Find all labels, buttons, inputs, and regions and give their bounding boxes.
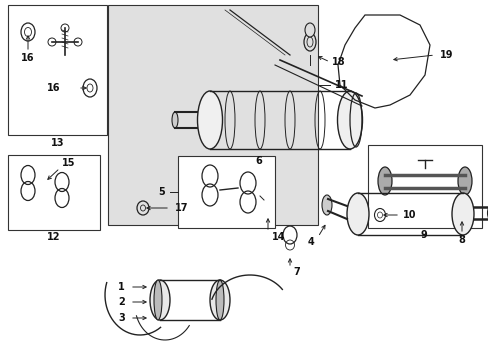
Ellipse shape — [209, 280, 229, 320]
Bar — [8, 155, 100, 230]
Text: 6: 6 — [254, 156, 261, 166]
Ellipse shape — [377, 167, 391, 195]
Ellipse shape — [154, 280, 162, 320]
Bar — [108, 5, 317, 225]
Text: 1: 1 — [118, 282, 125, 292]
Ellipse shape — [197, 91, 222, 149]
Bar — [178, 156, 274, 228]
Text: 19: 19 — [439, 50, 452, 60]
Text: 16: 16 — [46, 83, 60, 93]
Text: 14: 14 — [271, 232, 285, 242]
Ellipse shape — [337, 91, 362, 149]
Ellipse shape — [150, 280, 170, 320]
Ellipse shape — [346, 193, 368, 235]
Text: 18: 18 — [331, 57, 345, 67]
Text: 16: 16 — [21, 53, 35, 63]
Ellipse shape — [487, 205, 488, 221]
Text: 17: 17 — [175, 203, 188, 213]
Text: 8: 8 — [458, 235, 465, 245]
Text: 2: 2 — [118, 297, 125, 307]
Text: 11: 11 — [334, 80, 348, 90]
Ellipse shape — [216, 280, 224, 320]
Text: 15: 15 — [62, 158, 75, 168]
Ellipse shape — [457, 167, 471, 195]
Text: 13: 13 — [51, 138, 64, 148]
Ellipse shape — [321, 195, 331, 215]
Text: 9: 9 — [420, 230, 427, 240]
Text: 3: 3 — [118, 313, 125, 323]
Ellipse shape — [172, 112, 178, 128]
Bar — [8, 5, 107, 135]
Text: 5: 5 — [158, 187, 164, 197]
Text: 7: 7 — [292, 267, 299, 277]
Ellipse shape — [305, 23, 314, 37]
Bar — [367, 145, 481, 228]
Text: 10: 10 — [402, 210, 416, 220]
Text: 12: 12 — [47, 232, 61, 242]
Ellipse shape — [451, 193, 473, 235]
Text: 4: 4 — [306, 237, 313, 247]
